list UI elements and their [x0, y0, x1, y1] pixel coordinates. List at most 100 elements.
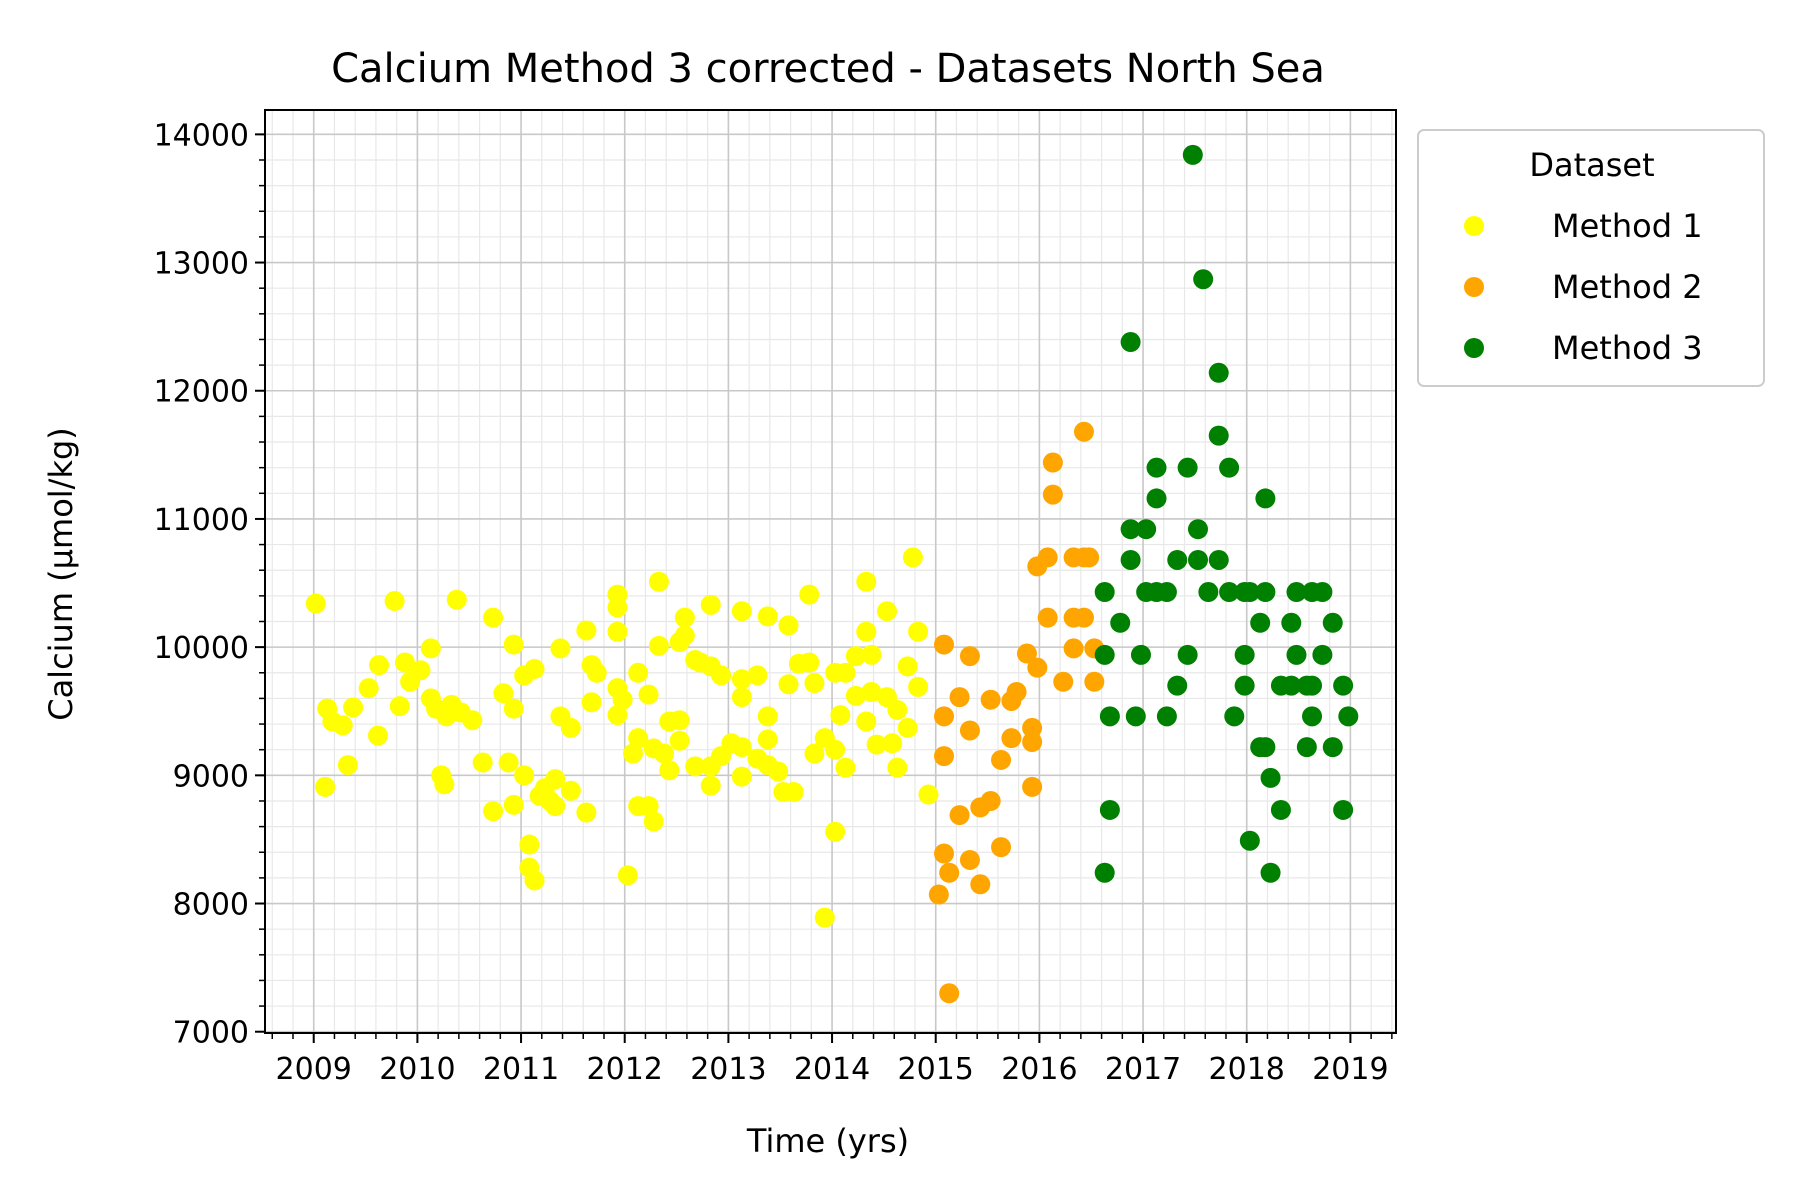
data-point [1146, 457, 1167, 478]
data-point [1208, 549, 1229, 570]
data-point [560, 717, 581, 738]
data-point [757, 729, 778, 750]
data-point [814, 907, 835, 928]
data-point [1333, 675, 1354, 696]
x-tick-label: 2013 [690, 1052, 766, 1087]
x-tick-label: 2016 [1001, 1052, 1077, 1087]
data-point [845, 646, 866, 667]
data-point [545, 769, 566, 790]
y-tick-label: 14000 [154, 118, 249, 153]
data-point [1037, 547, 1058, 568]
data-point [1022, 776, 1043, 797]
data-point [617, 865, 638, 886]
legend-label: Method 3 [1552, 329, 1703, 367]
data-point [1219, 582, 1240, 603]
data-point [560, 780, 581, 801]
data-point [1255, 488, 1276, 509]
data-point [1042, 452, 1063, 473]
data-point [1022, 731, 1043, 752]
y-tick-label: 11000 [154, 503, 249, 538]
y-tick-label: 9000 [173, 759, 249, 794]
data-point [1099, 799, 1120, 820]
data-point [757, 706, 778, 727]
data-point [949, 805, 970, 826]
data-point [1322, 737, 1343, 758]
data-point [1120, 549, 1141, 570]
y-tick-label: 10000 [154, 631, 249, 666]
data-point [1286, 582, 1307, 603]
data-point [835, 662, 856, 683]
data-point [856, 571, 877, 592]
data-point [1322, 612, 1343, 633]
data-point [305, 593, 326, 614]
data-point [856, 711, 877, 732]
data-point [659, 760, 680, 781]
data-point [866, 734, 887, 755]
data-point [731, 737, 752, 758]
data-point [711, 665, 732, 686]
data-point [934, 843, 955, 864]
data-point [1073, 421, 1094, 442]
data-point [648, 635, 669, 656]
data-point [498, 752, 519, 773]
data-point [700, 775, 721, 796]
data-point [586, 662, 607, 683]
data-point [1094, 582, 1115, 603]
y-axis-label: Calcium (µmol/kg) [42, 427, 80, 721]
data-point [524, 658, 545, 679]
data-point [778, 674, 799, 695]
data-point [804, 673, 825, 694]
data-point [1239, 582, 1260, 603]
data-point [483, 607, 504, 628]
data-point [1234, 675, 1255, 696]
data-point [1136, 519, 1157, 540]
data-point [897, 717, 918, 738]
data-point [1110, 612, 1131, 633]
legend-label: Method 2 [1552, 268, 1703, 306]
data-point [519, 834, 540, 855]
x-tick-label: 2010 [379, 1052, 455, 1087]
data-point [1312, 582, 1333, 603]
legend-marker [1464, 338, 1484, 358]
data-point [514, 765, 535, 786]
data-point [503, 634, 524, 655]
data-point [887, 757, 908, 778]
data-point [674, 625, 695, 646]
data-point [607, 597, 628, 618]
legend-label: Method 1 [1552, 207, 1703, 245]
data-point [612, 689, 633, 710]
data-point [861, 682, 882, 703]
data-point [1187, 549, 1208, 570]
data-point [825, 821, 846, 842]
y-tick-label: 12000 [154, 375, 249, 410]
data-point [731, 766, 752, 787]
y-tick-label: 13000 [154, 247, 249, 282]
data-point [493, 683, 514, 704]
data-point [638, 796, 659, 817]
data-point [1333, 799, 1354, 820]
data-point [369, 655, 390, 676]
data-point [1130, 644, 1151, 665]
data-point [1260, 767, 1281, 788]
data-point [939, 862, 960, 883]
data-point [1094, 862, 1115, 883]
data-point [674, 607, 695, 628]
data-point [1302, 706, 1323, 727]
data-point [550, 638, 571, 659]
data-point [882, 733, 903, 754]
series-2 [928, 421, 1105, 1004]
data-point [669, 710, 690, 731]
data-point [581, 692, 602, 713]
data-point [420, 638, 441, 659]
data-point [1063, 638, 1084, 659]
data-point [332, 715, 353, 736]
x-tick-label: 2019 [1312, 1052, 1388, 1087]
data-point [483, 801, 504, 822]
data-point [1006, 682, 1027, 703]
data-point [648, 571, 669, 592]
data-point [384, 590, 405, 611]
data-point [410, 660, 431, 681]
data-point [1167, 675, 1188, 696]
data-point [1219, 457, 1240, 478]
